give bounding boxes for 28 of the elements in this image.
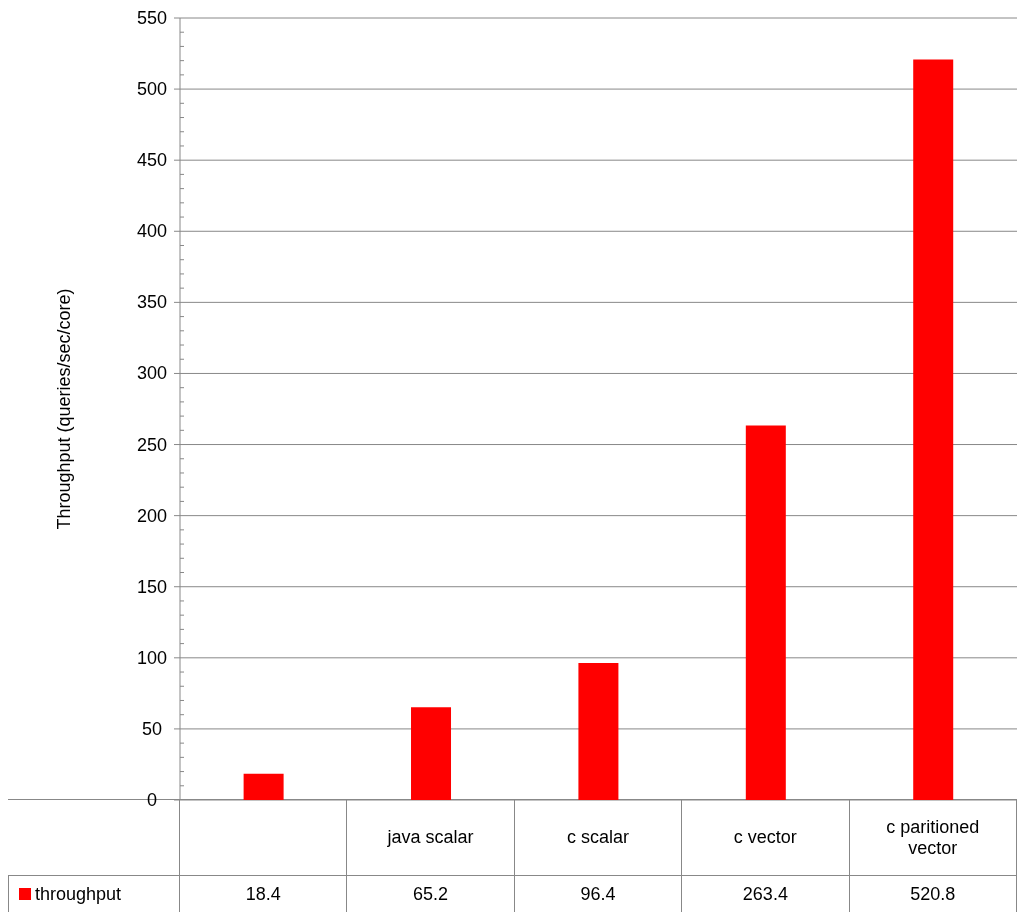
y-tick-label: 500 bbox=[136, 79, 168, 100]
y-tick-label: 200 bbox=[136, 505, 168, 526]
y-tick-label: 100 bbox=[136, 647, 168, 668]
bar bbox=[578, 662, 619, 800]
y-axis-title: Throughput (queries/sec/core) bbox=[54, 288, 74, 530]
data-label: 263.4 bbox=[682, 876, 850, 912]
y-tick-label: 350 bbox=[136, 292, 168, 313]
y-tick-label: 300 bbox=[136, 363, 168, 384]
x-tick-label: c vector bbox=[682, 800, 850, 875]
bar bbox=[745, 425, 786, 800]
data-label: 96.4 bbox=[514, 876, 683, 912]
bar bbox=[411, 707, 452, 800]
y-tick-label: 550 bbox=[136, 8, 168, 28]
y-tick-label: 0 bbox=[146, 790, 158, 810]
x-tick-label: c scalar bbox=[514, 800, 683, 875]
y-tick-label: 50 bbox=[141, 718, 163, 739]
y-tick-label: 150 bbox=[136, 576, 168, 597]
bar bbox=[913, 59, 954, 800]
data-label: 65.2 bbox=[347, 876, 515, 912]
y-tick-label: 250 bbox=[136, 434, 168, 455]
y-tick-label: 400 bbox=[136, 221, 168, 242]
x-tick-label: c paritioned vector bbox=[849, 800, 1017, 875]
data-label: 520.8 bbox=[849, 876, 1017, 912]
y-tick-label: 450 bbox=[136, 150, 168, 171]
legend-label: throughput bbox=[8, 876, 180, 912]
x-tick-label: java scalar bbox=[347, 800, 515, 875]
bar bbox=[243, 773, 284, 800]
data-label: 18.4 bbox=[180, 876, 348, 912]
